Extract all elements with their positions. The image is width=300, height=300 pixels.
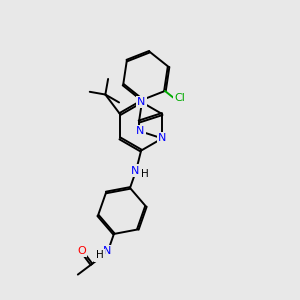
Text: N: N bbox=[137, 97, 145, 107]
Text: H: H bbox=[96, 250, 103, 260]
Text: N: N bbox=[136, 126, 145, 136]
Text: O: O bbox=[77, 246, 85, 256]
Text: N: N bbox=[103, 246, 111, 256]
Text: N: N bbox=[158, 134, 166, 143]
Text: H: H bbox=[140, 169, 148, 179]
Text: N: N bbox=[130, 166, 139, 176]
Text: Cl: Cl bbox=[174, 93, 185, 103]
